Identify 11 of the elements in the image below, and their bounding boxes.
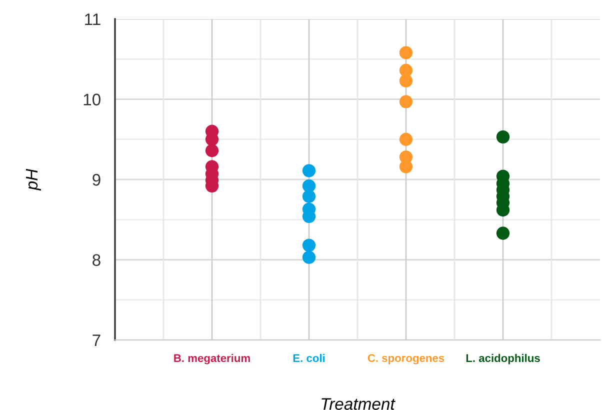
x-axis-title: Treatment: [322, 398, 396, 410]
y-tick-label: 10: [84, 94, 100, 106]
x-tick-label: C. sporogenes: [368, 354, 444, 364]
y-axis-title: pH: [26, 168, 41, 191]
x-tick-label: E. coli: [293, 354, 325, 362]
x-tick-label: B. megaterium: [174, 354, 250, 364]
y-tick-label: 7: [92, 334, 100, 346]
y-tick-label: 9: [92, 174, 100, 186]
y-tick-label: 8: [92, 254, 100, 266]
y-tick-label: 11: [85, 14, 100, 26]
x-tick-label: L. acidophilus: [466, 354, 540, 364]
